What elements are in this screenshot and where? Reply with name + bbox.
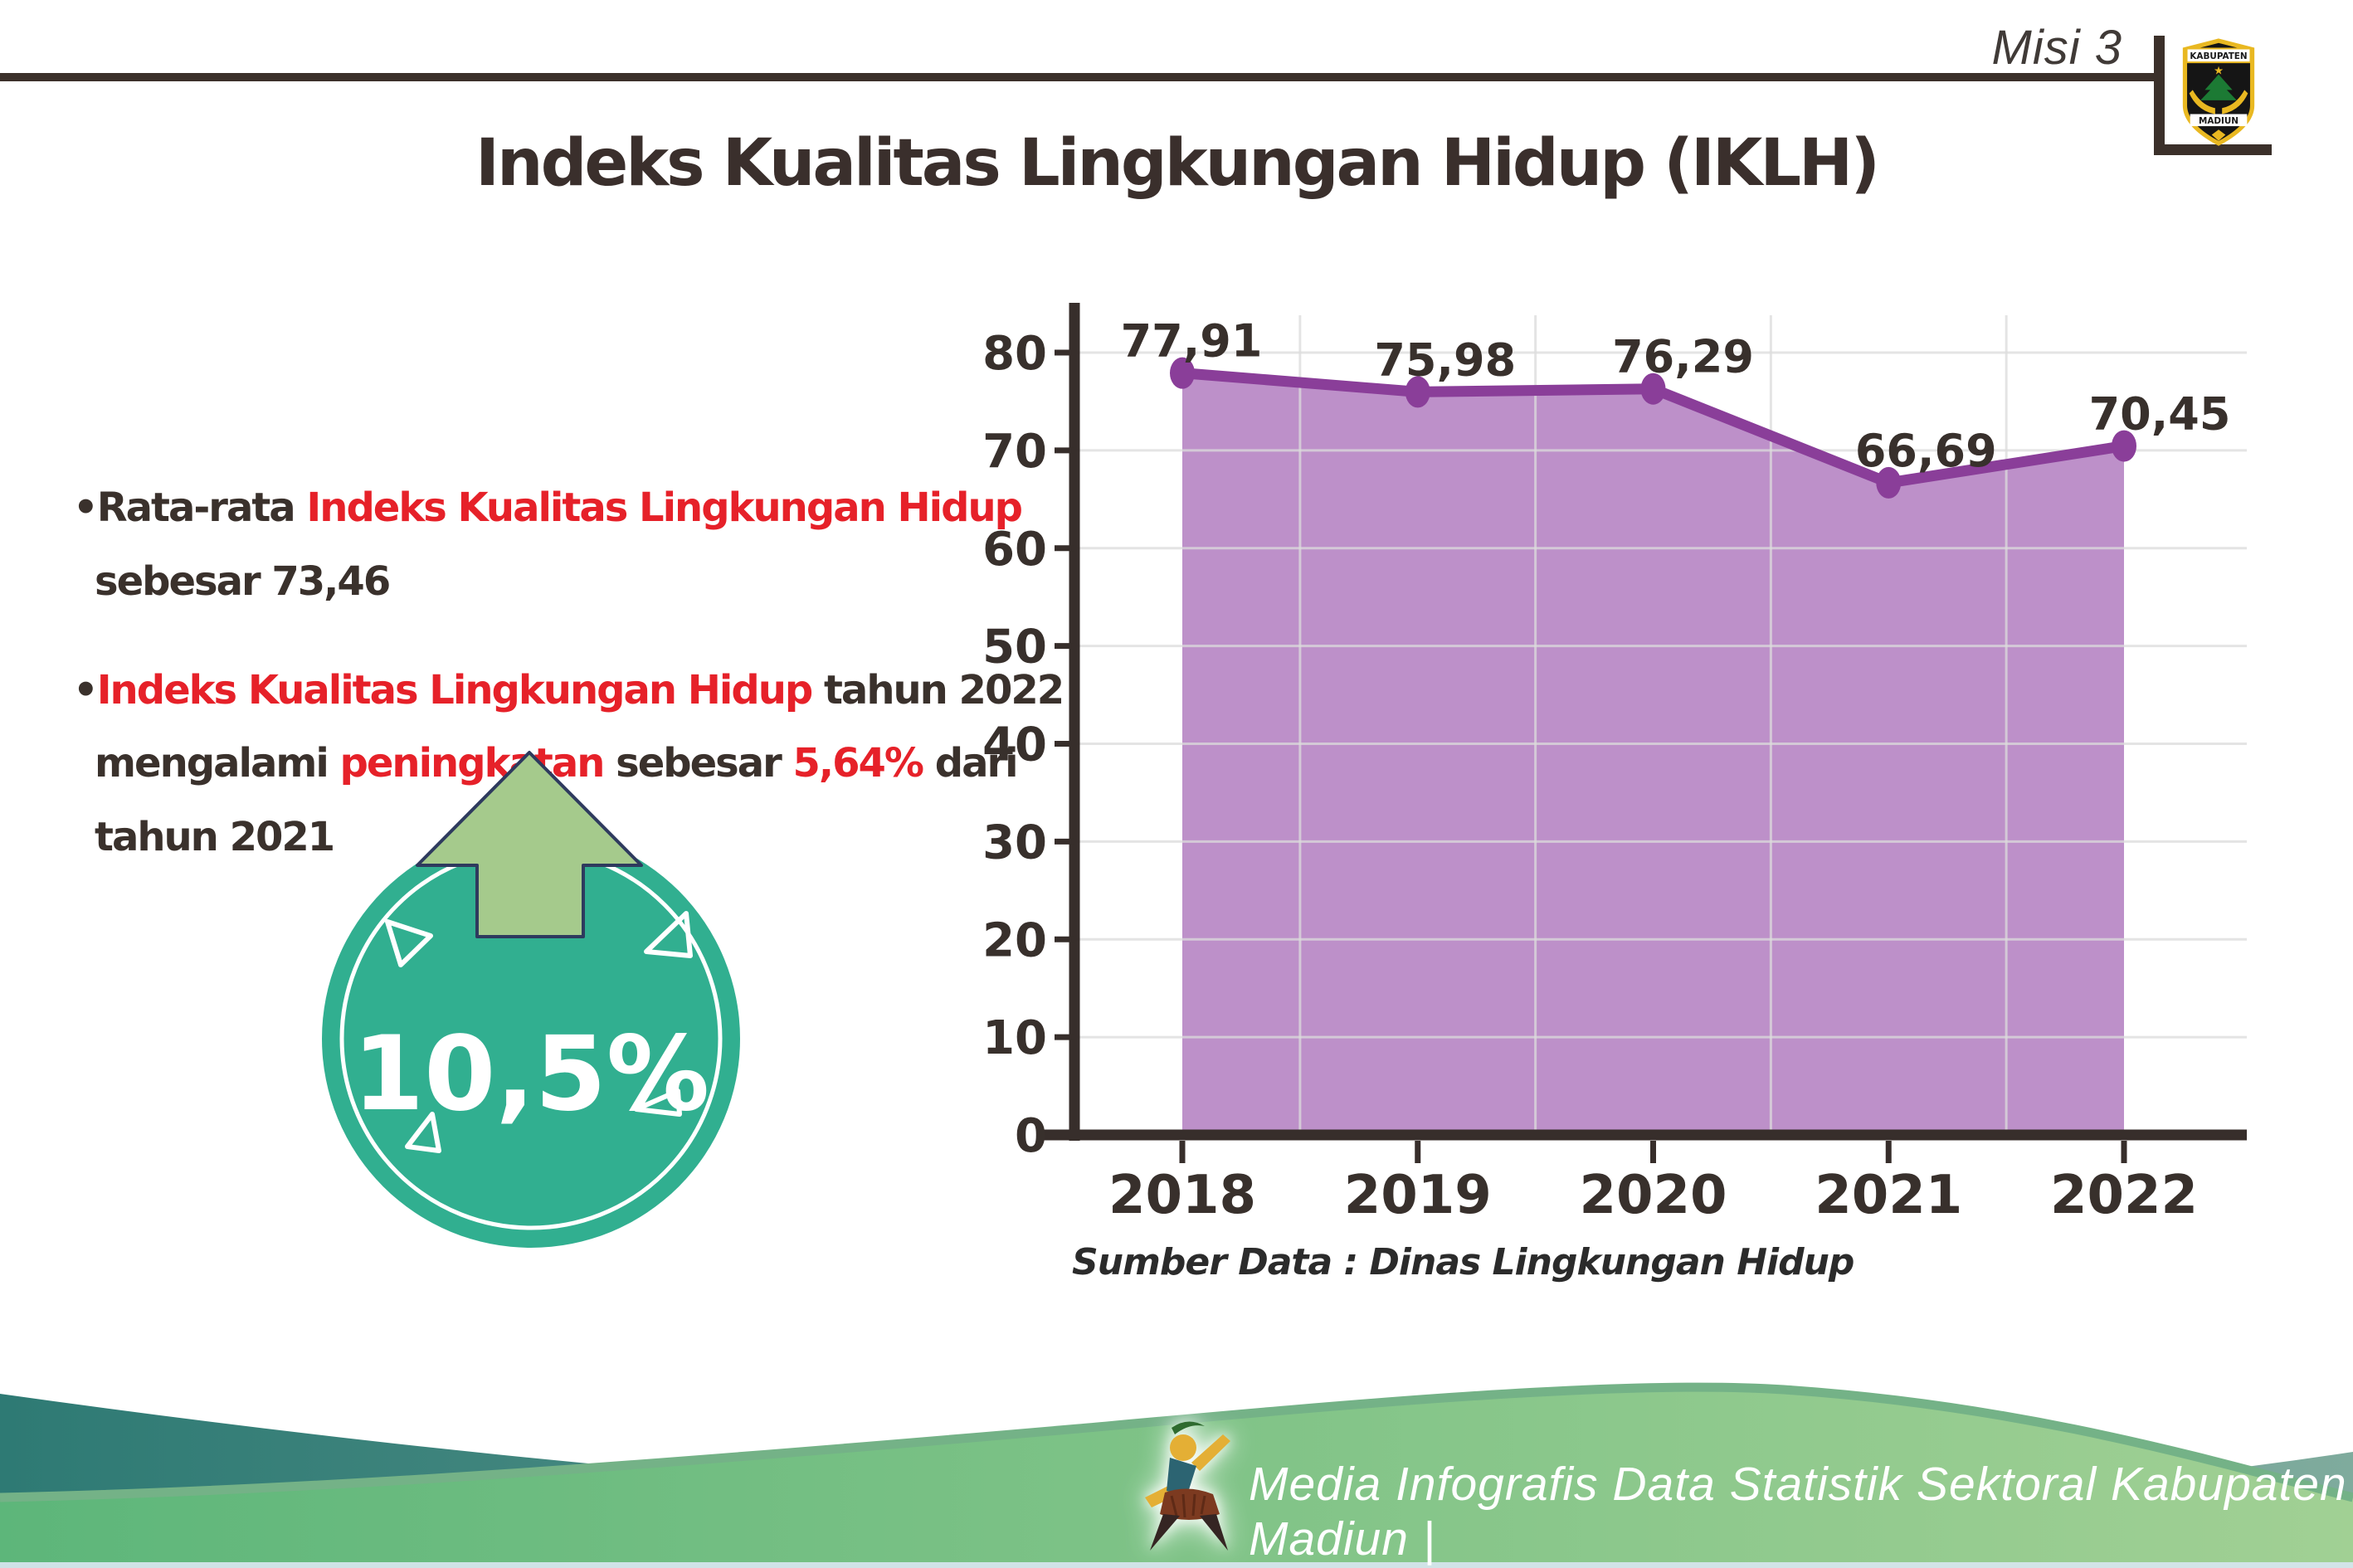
footer-credit: Media Infografis Data Statistik Sektoral…: [1249, 1458, 2347, 1566]
x-tick-label: 2019: [1344, 1165, 1492, 1226]
data-point-2019: [1405, 376, 1430, 408]
bullet-point: •Indeks Kualitas Lingkungan Hidup tahun …: [73, 654, 1064, 874]
bullet-text-segment: mengalami: [95, 740, 340, 787]
mission-label: Misi 3: [1991, 21, 2122, 75]
mascot-leg-left: [1150, 1514, 1180, 1551]
x-tick-label: 2021: [1815, 1165, 1962, 1226]
y-tick-label: 10: [982, 1011, 1047, 1065]
logo-bracket-vertical: [2154, 36, 2165, 154]
data-point-2018: [1170, 357, 1195, 389]
bullet-line: •Rata-rata Indeks Kualitas Lingkungan Hi…: [73, 471, 1044, 545]
bullet-text-segment: sebesar 73,46: [95, 558, 391, 605]
bullet-text-segment: 5,64%: [792, 740, 925, 787]
bullet-line: tahun 2021: [73, 801, 1044, 874]
chart-source-note: Sumber Data : Dinas Lingkungan Hidup: [1072, 1241, 1854, 1283]
y-tick-label: 50: [982, 621, 1047, 674]
bullet-line: sebesar 73,46: [73, 545, 1044, 619]
y-tick-label: 20: [982, 913, 1047, 967]
mascot-arm-raised: [1191, 1434, 1230, 1471]
key-points: •Rata-rata Indeks Kualitas Lingkungan Hi…: [73, 471, 1064, 874]
bullet-text-segment: tahun 2021: [95, 814, 335, 861]
mascot-cap: [1172, 1421, 1205, 1434]
bullet-line: mengalami peningkatan sebesar 5,64% dari: [73, 727, 1044, 801]
badge-spark-upper-right: [644, 911, 693, 958]
badge-spark-lower-right: [634, 1088, 682, 1117]
y-tick-label: 70: [982, 425, 1047, 479]
bullet-line: •Indeks Kualitas Lingkungan Hidup tahun …: [73, 654, 1064, 728]
y-tick-label: 40: [982, 718, 1047, 772]
crest-star-icon: ★: [2214, 65, 2224, 78]
crest-name-text: MADIUN: [2199, 116, 2239, 126]
logo-bracket-horizontal: [2154, 144, 2272, 155]
badge-value: 10,5%: [353, 1015, 709, 1134]
y-tick-label: 80: [982, 327, 1047, 381]
crest-wing-right: [2222, 90, 2248, 114]
data-point-2022: [2112, 430, 2136, 462]
x-tick-label: 2022: [2050, 1165, 2198, 1226]
header-rule: [0, 73, 2156, 81]
bullet-text-segment: dari: [923, 740, 1019, 787]
x-tick-label: 2018: [1108, 1165, 1256, 1226]
crest-wing-left: [2189, 90, 2215, 114]
bullet-text-segment: sebesar: [603, 740, 793, 787]
bullet-text-segment: tahun 2022: [811, 666, 1064, 713]
value-label-2018: 77,91: [1121, 315, 1263, 368]
value-label-2022: 70,45: [2089, 388, 2231, 441]
bullet-marker: •: [73, 485, 99, 531]
bullet-text-segment: Rata-rata: [96, 485, 307, 531]
crest-banner: [2185, 47, 2252, 64]
page-title: Indeks Kualitas Lingkungan Hidup (IKLH): [475, 126, 1880, 201]
bullet-marker: •: [73, 666, 99, 713]
value-label-2019: 75,98: [1374, 334, 1516, 386]
mascot-leg-right: [1200, 1514, 1228, 1551]
y-tick-label: 60: [982, 523, 1047, 577]
crest-bottom-ornament: [2211, 129, 2226, 141]
x-tick-label: 2020: [1579, 1165, 1727, 1226]
crest-name-band: [2190, 114, 2248, 127]
bullet-point: •Rata-rata Indeks Kualitas Lingkungan Hi…: [73, 471, 1044, 619]
iklh-area-chart: 0 10 20 30 40 50 60 70 80 2018 2019 2020 2021 2022 77,…: [982, 303, 2247, 1226]
footer-bottom-strip: [0, 1562, 2353, 1568]
value-label-2021: 66,69: [1855, 425, 1997, 477]
badge-spark-lower-left: [405, 1112, 441, 1153]
mascot-skirt-pattern: [1170, 1493, 1206, 1518]
increase-badge: 10,5%: [322, 751, 740, 1248]
kabupaten-madiun-crest-icon: KABUPATEN ★ MADIUN: [2182, 38, 2255, 146]
crest-banner-text: KABUPATEN: [2190, 51, 2247, 61]
data-point-2021: [1876, 466, 1902, 499]
data-point-2020: [1640, 373, 1666, 405]
up-arrow-icon: [416, 751, 643, 938]
bullet-text-segment: Indeks Kualitas Lingkungan Hidup: [306, 485, 1023, 531]
bullet-text-segment: peningkatan: [339, 740, 606, 787]
area-fill: [1182, 373, 2124, 1135]
mascot-head: [1170, 1434, 1196, 1461]
dancer-mascot-icon: [1145, 1421, 1230, 1551]
value-label-2020: 76,29: [1612, 331, 1754, 383]
badge-spark-upper-left: [385, 919, 433, 967]
y-tick-label: 30: [982, 816, 1047, 869]
y-tick-label: 0: [1015, 1109, 1047, 1163]
crest-tree-bottom: [2200, 81, 2237, 100]
footer-green-wave-edge: [0, 1382, 2353, 1502]
bullet-text-segment: Indeks Kualitas Lingkungan Hidup: [96, 666, 814, 713]
mascot-sash: [1167, 1458, 1196, 1497]
